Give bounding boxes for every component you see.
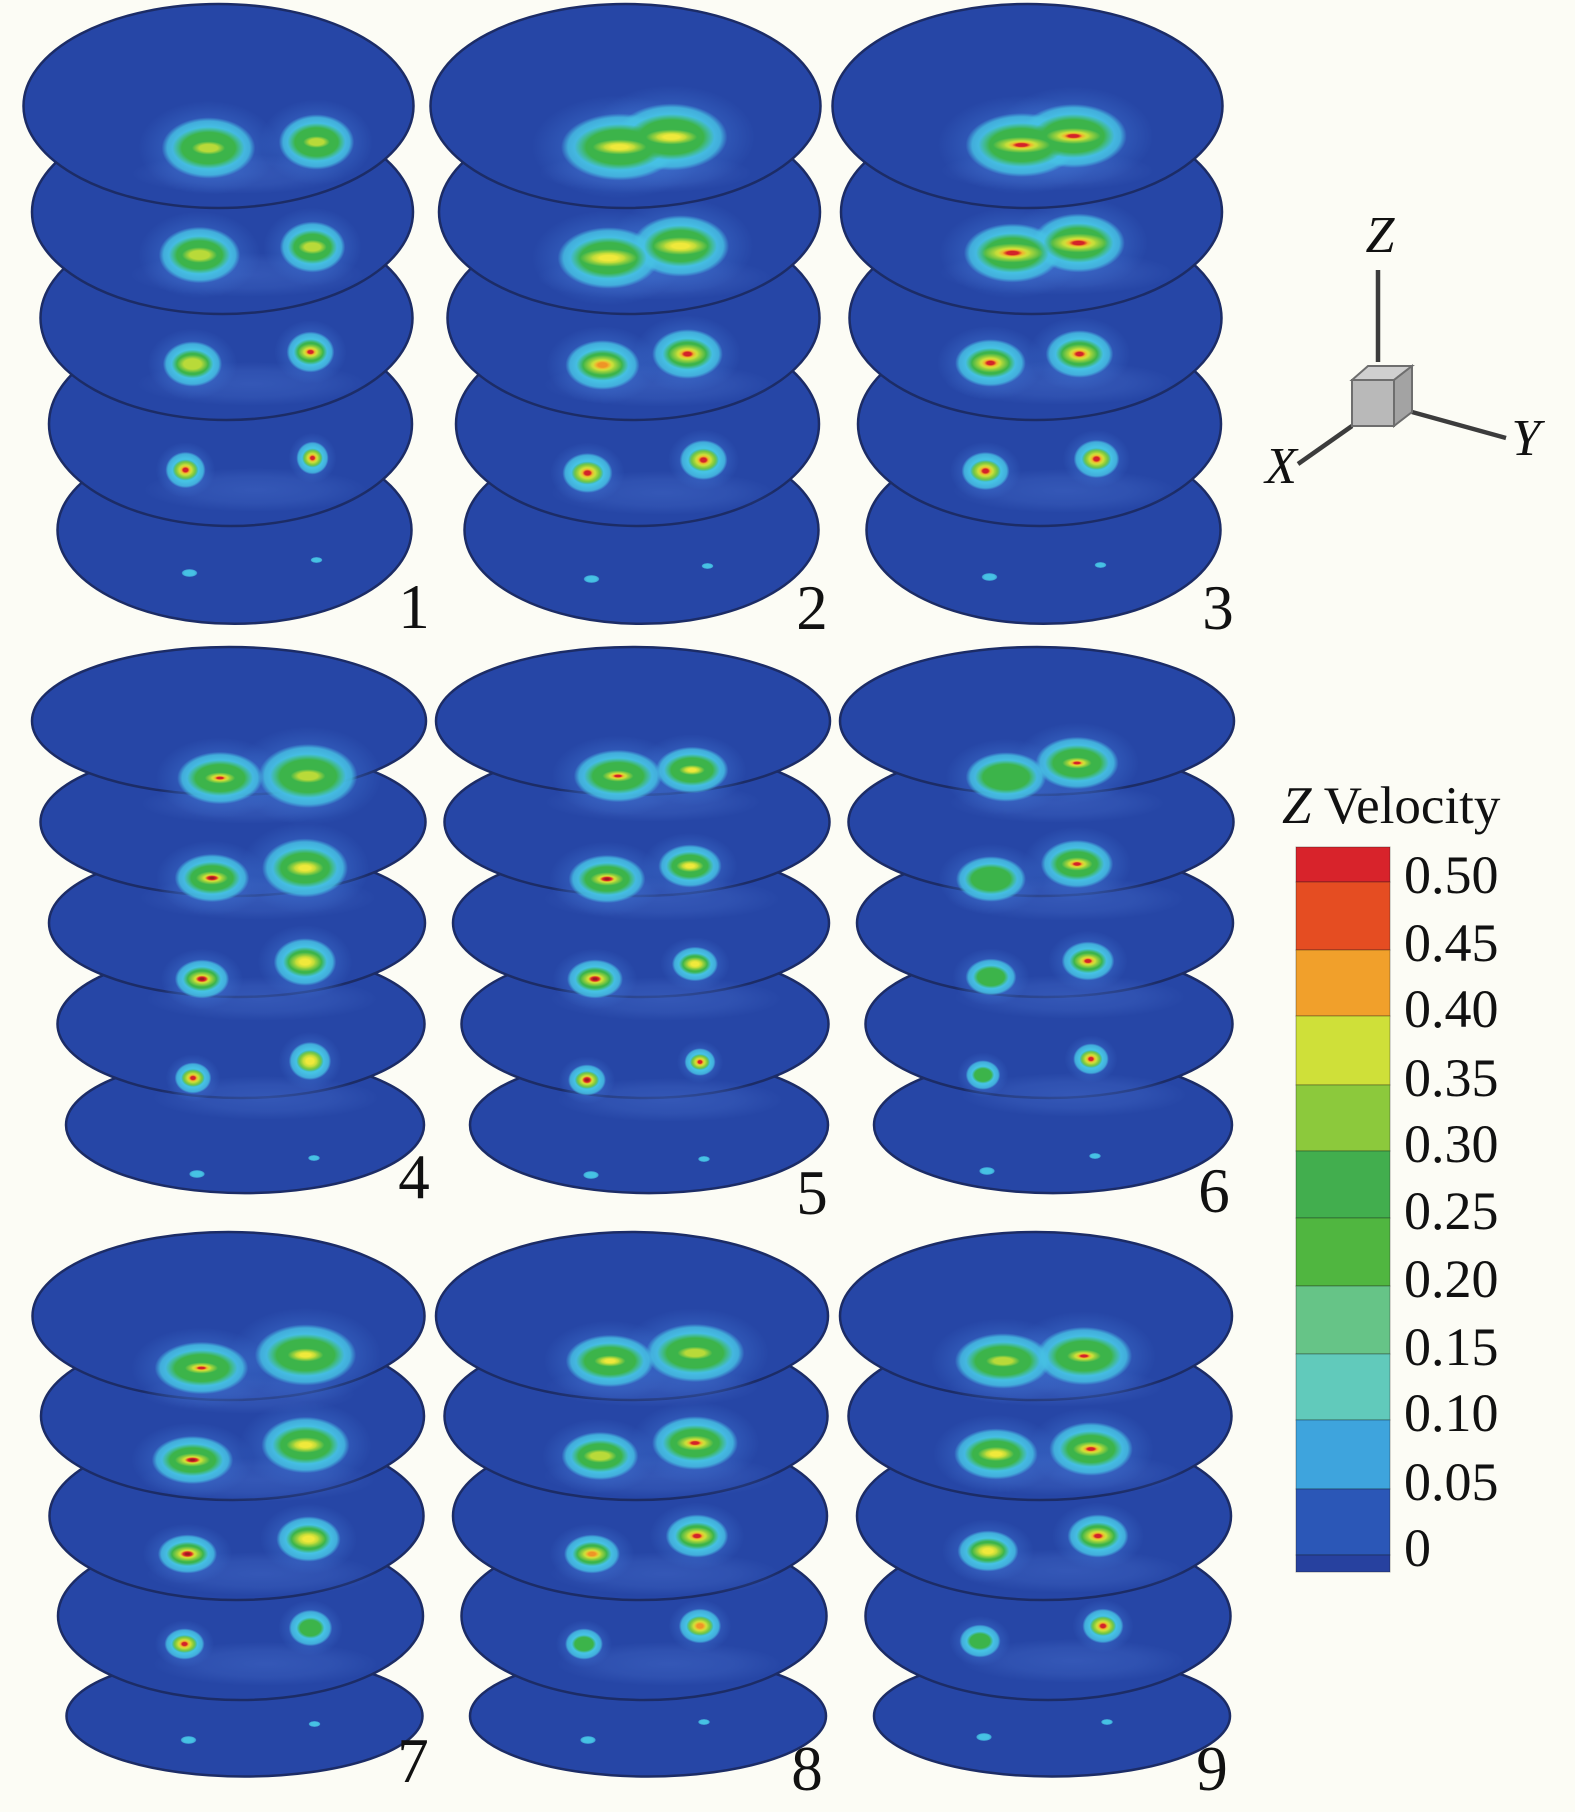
svg-text:Y: Y xyxy=(1512,410,1546,467)
svg-text:0.35: 0.35 xyxy=(1404,1048,1499,1108)
svg-text:0.05: 0.05 xyxy=(1404,1452,1499,1512)
svg-text:4: 4 xyxy=(398,1142,430,1212)
svg-text:0.10: 0.10 xyxy=(1404,1383,1499,1443)
svg-text:0.50: 0.50 xyxy=(1404,845,1499,905)
svg-text:9: 9 xyxy=(1196,1734,1228,1804)
svg-text:0.15: 0.15 xyxy=(1404,1317,1499,1377)
svg-text:X: X xyxy=(1263,438,1299,495)
svg-text:7: 7 xyxy=(397,1726,429,1796)
svg-text:0.30: 0.30 xyxy=(1404,1114,1499,1174)
svg-text:1: 1 xyxy=(398,572,430,642)
svg-text:8: 8 xyxy=(791,1734,823,1804)
svg-text:2: 2 xyxy=(796,573,828,643)
svg-text:3: 3 xyxy=(1202,573,1234,643)
svg-text:0.25: 0.25 xyxy=(1404,1181,1499,1241)
svg-text:0.40: 0.40 xyxy=(1404,979,1499,1039)
svg-text:5: 5 xyxy=(796,1158,828,1228)
svg-text:0: 0 xyxy=(1404,1518,1431,1578)
svg-text:Z: Z xyxy=(1366,207,1396,264)
svg-text:Z Velocity: Z Velocity xyxy=(1282,777,1501,835)
svg-text:6: 6 xyxy=(1198,1156,1230,1226)
svg-text:0.20: 0.20 xyxy=(1404,1249,1499,1309)
svg-text:0.45: 0.45 xyxy=(1404,913,1499,973)
